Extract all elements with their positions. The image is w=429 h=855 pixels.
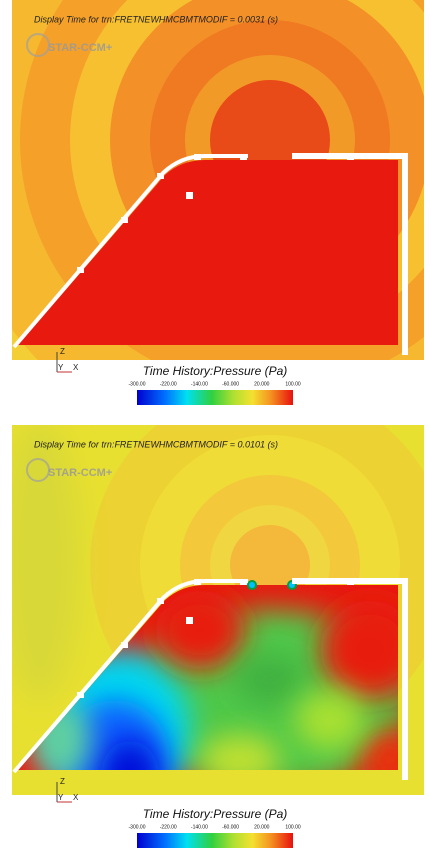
vent <box>240 154 247 160</box>
axis-label: X <box>73 793 79 802</box>
legend-title: Time History:Pressure (Pa) <box>143 807 288 821</box>
axis-label: Z <box>60 777 65 786</box>
colorbar-tick-label: -60.000 <box>222 381 239 387</box>
logo: STAR-CCM+ <box>48 42 112 54</box>
colorbar-tick-label: -300.00 <box>129 381 146 387</box>
logo: STAR-CCM+ <box>48 467 112 479</box>
colorbar-tick-label: 20.000 <box>254 824 270 830</box>
colorbar-tick-label: -220.00 <box>160 381 177 387</box>
pressure-zone <box>0 420 80 700</box>
pressure-zone <box>295 690 365 750</box>
axis-label: Y <box>58 363 64 372</box>
probe <box>186 192 193 199</box>
display-time: Display Time for trn:FRETNEWHMCBMTMODIF … <box>34 14 278 24</box>
vent <box>194 579 201 585</box>
colorbar-tick-label: -220.00 <box>160 824 177 830</box>
simulation-figure: Display Time for trn:FRETNEWHMCBMTMODIF … <box>0 0 429 850</box>
vent <box>347 154 354 160</box>
axis-label: Z <box>60 347 65 356</box>
panel: Display Time for trn:FRETNEWHMCBMTMODIF … <box>0 0 429 460</box>
pressure-zone <box>235 655 305 705</box>
vent <box>347 579 354 585</box>
colorbar-tick-label: 100.00 <box>285 381 301 387</box>
vent <box>157 173 164 179</box>
vortex <box>248 581 256 589</box>
colorbar <box>137 833 293 848</box>
vent <box>121 217 128 223</box>
vent <box>194 154 201 160</box>
colorbar-tick-label: -140.00 <box>191 824 208 830</box>
vent <box>77 692 84 698</box>
display-time: Display Time for trn:FRETNEWHMCBMTMODIF … <box>34 439 278 449</box>
colorbar <box>137 390 293 405</box>
vent <box>121 642 128 648</box>
colorbar-tick-label: -300.00 <box>129 824 146 830</box>
vent <box>77 267 84 273</box>
colorbar-tick-label: 100.00 <box>285 824 301 830</box>
colorbar-tick-label: -140.00 <box>191 381 208 387</box>
probe <box>186 617 193 624</box>
vent <box>240 579 247 585</box>
colorbar-tick-label: -60.000 <box>222 824 239 830</box>
panel: Display Time for trn:FRETNEWHMCBMTMODIF … <box>0 385 429 848</box>
vent <box>157 598 164 604</box>
legend-title: Time History:Pressure (Pa) <box>143 364 288 378</box>
colorbar-tick-label: 20.000 <box>254 381 270 387</box>
pressure-zone <box>155 590 245 670</box>
axis-label: X <box>73 363 79 372</box>
axis-label: Y <box>58 793 64 802</box>
